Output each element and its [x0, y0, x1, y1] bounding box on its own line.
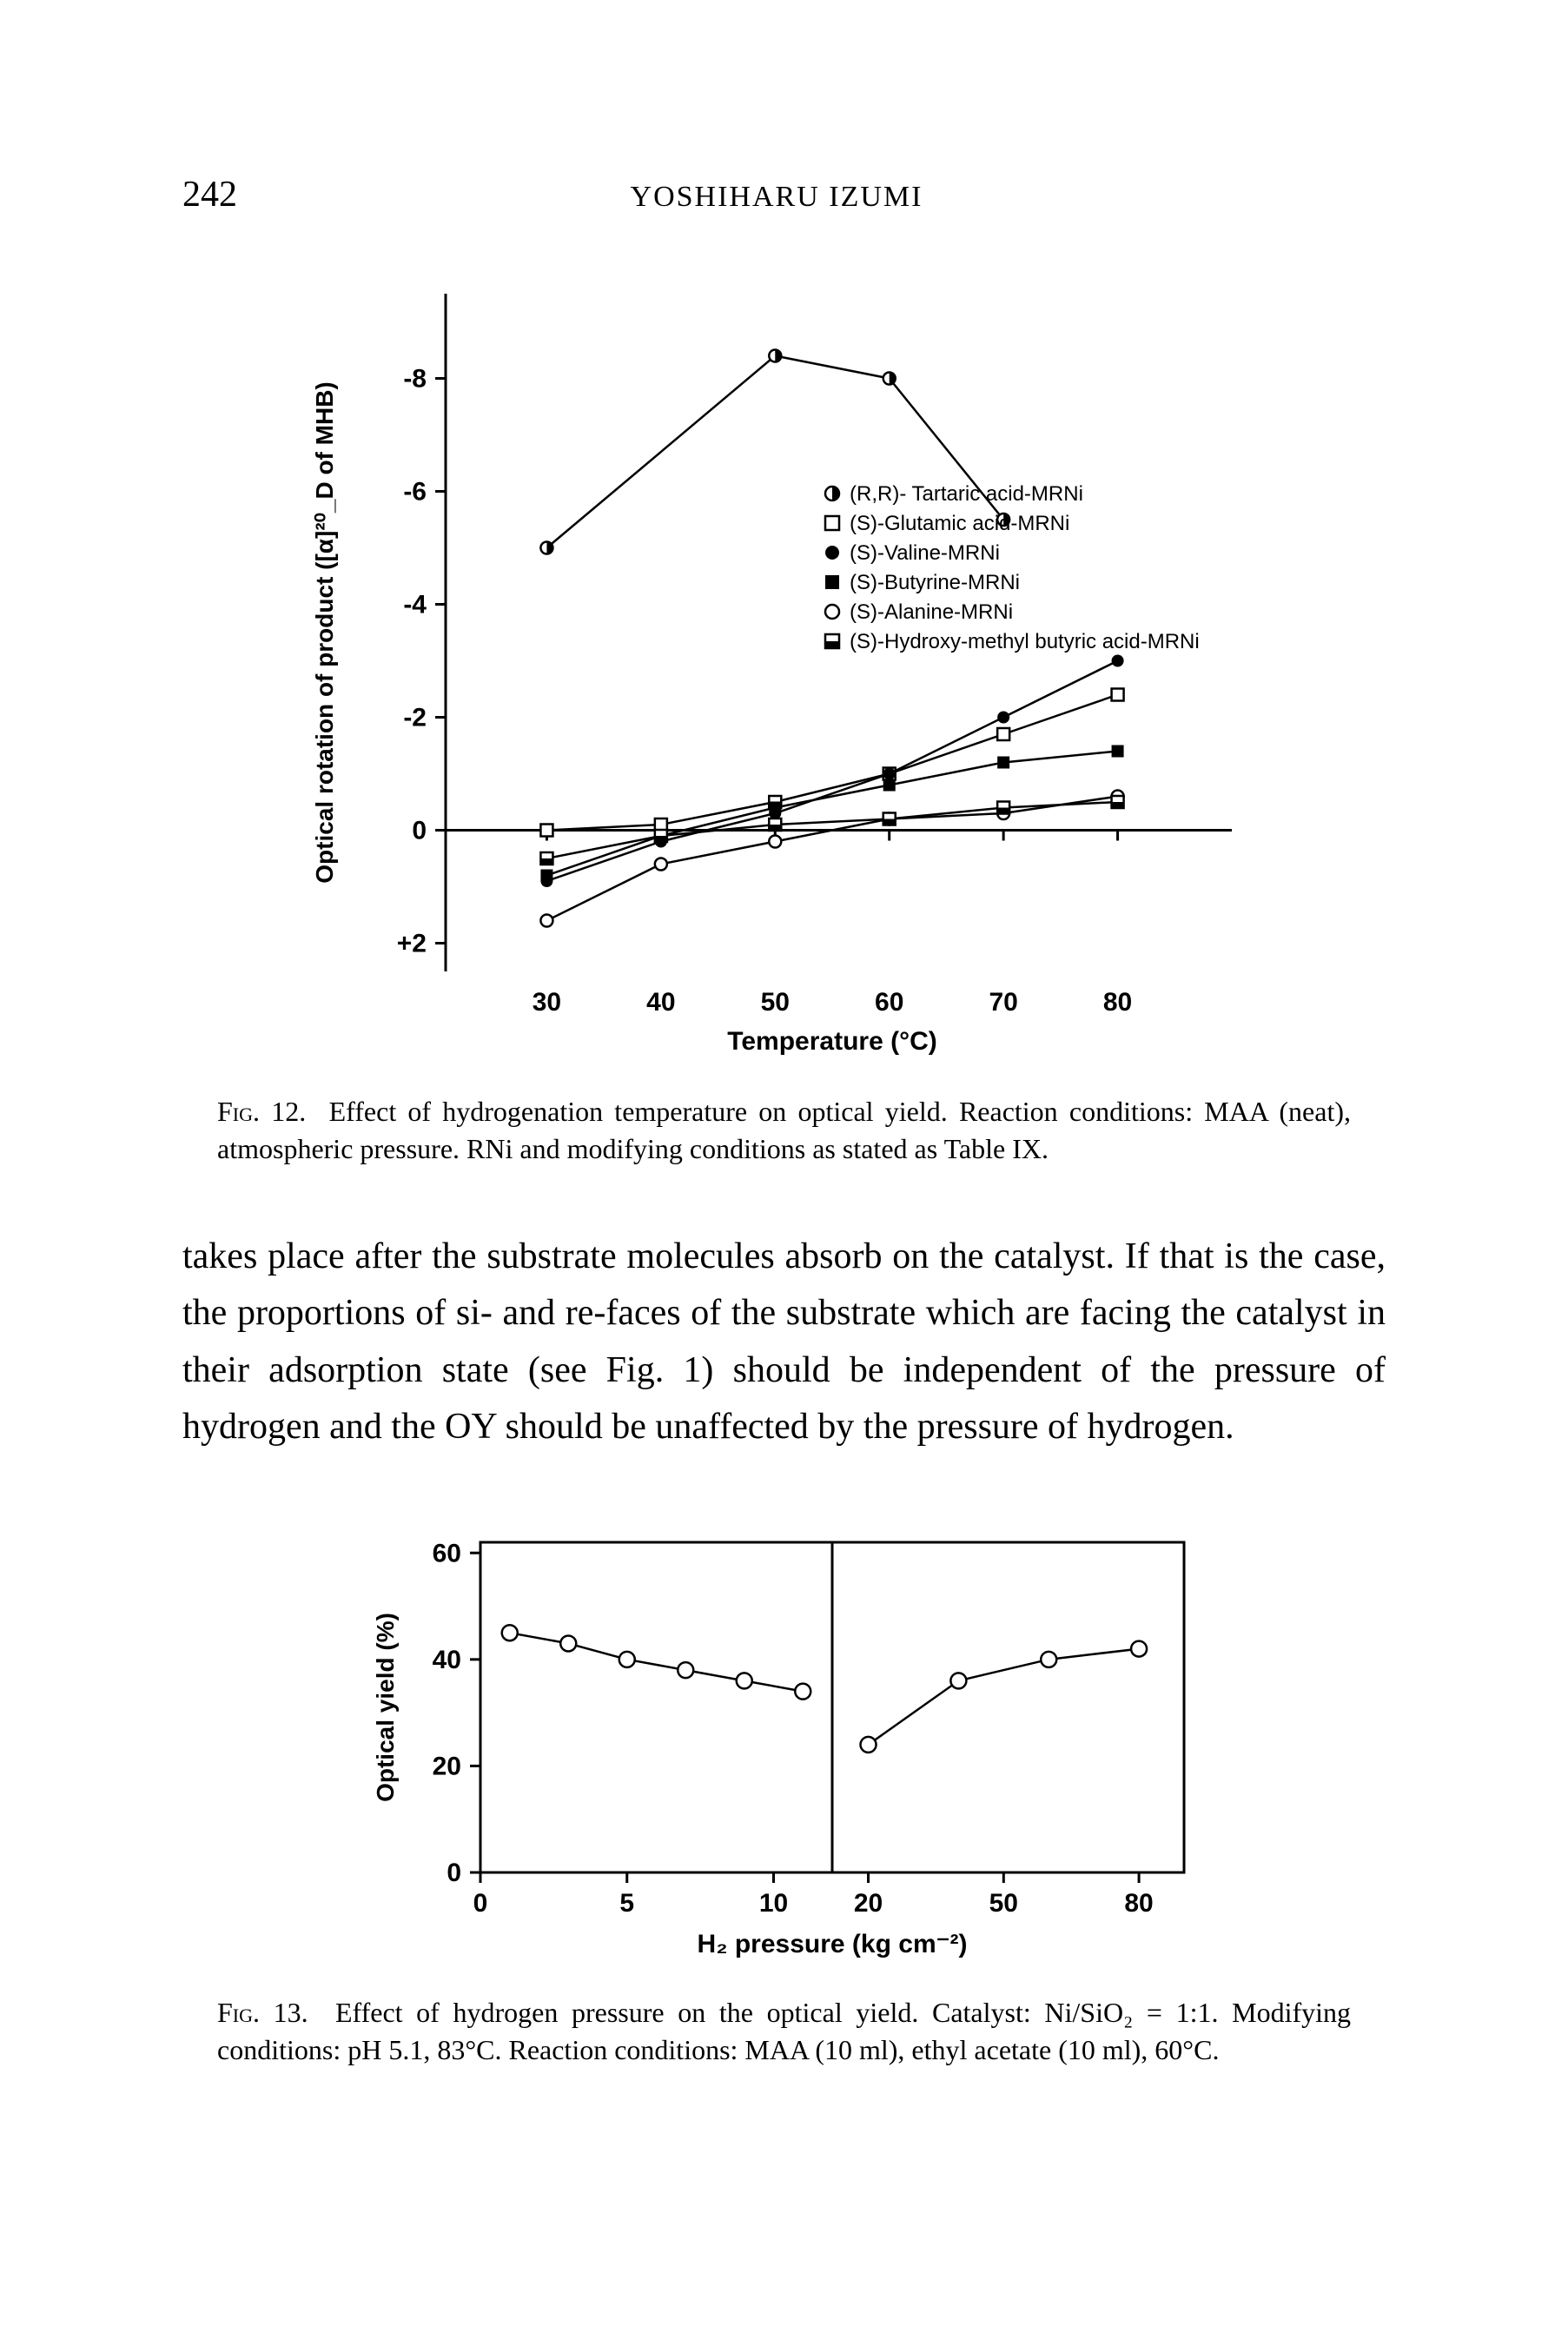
- svg-text:60: 60: [432, 1539, 460, 1567]
- svg-text:20: 20: [432, 1752, 460, 1780]
- svg-text:40: 40: [646, 988, 675, 1017]
- page-header: 242 YOSHIHARU IZUMI: [182, 174, 1386, 215]
- svg-text:Optical rotation of product ([: Optical rotation of product ([α]²⁰_D of …: [311, 381, 338, 883]
- body-paragraph: takes place after the substrate molecule…: [182, 1229, 1386, 1455]
- figure-13-caption-label: Fig. 13.: [217, 1997, 308, 2028]
- figure-13-caption: Fig. 13. Effect of hydrogen pressure on …: [217, 1994, 1351, 2069]
- svg-text:80: 80: [1102, 988, 1131, 1017]
- svg-text:H₂ pressure (kg cm⁻²): H₂ pressure (kg cm⁻²): [697, 1930, 967, 1958]
- figure-12-chart: -8 -6 -4 -2 0 +2 30 40 50 60 70 80 Optical rotation …: [285, 268, 1284, 1067]
- svg-text:-6: -6: [403, 478, 427, 507]
- svg-text:10: 10: [758, 1889, 787, 1918]
- svg-text:(R,R)- Tartaric acid-MRNi: (R,R)- Tartaric acid-MRNi: [850, 482, 1083, 506]
- svg-text:Optical yield (%): Optical yield (%): [372, 1613, 399, 1802]
- svg-text:(S)-Glutamic acid-MRNi: (S)-Glutamic acid-MRNi: [850, 512, 1069, 535]
- svg-text:60: 60: [875, 988, 903, 1017]
- figure-13-chart: 0 20 40 60 0 5 10 20 50 80 Optical yield (%) H₂ pre…: [350, 1516, 1219, 1968]
- svg-text:(S)-Valine-MRNi: (S)-Valine-MRNi: [850, 541, 1000, 565]
- svg-text:Temperature (°C): Temperature (°C): [727, 1027, 936, 1056]
- svg-text:50: 50: [989, 1889, 1017, 1918]
- svg-text:70: 70: [989, 988, 1017, 1017]
- svg-text:0: 0: [447, 1859, 461, 1887]
- figure-12: -8 -6 -4 -2 0 +2 30 40 50 60 70 80 Optical rotation …: [182, 268, 1386, 1168]
- svg-text:+2: +2: [396, 930, 426, 958]
- figure-12-caption: Fig. 12. Effect of hydrogenation tempera…: [217, 1093, 1351, 1168]
- svg-text:40: 40: [432, 1646, 460, 1674]
- svg-text:0: 0: [473, 1889, 487, 1918]
- running-head: YOSHIHARU IZUMI: [237, 181, 1316, 214]
- svg-text:(S)-Butyrine-MRNi: (S)-Butyrine-MRNi: [850, 571, 1020, 594]
- svg-text:5: 5: [619, 1889, 634, 1918]
- page: 242 YOSHIHARU IZUMI -8-6-4-20+2304050607…: [0, 0, 1568, 2346]
- figure-13: 0 20 40 60 0 5 10 20 50 80 Optical yield (%) H₂ pre…: [182, 1516, 1386, 2069]
- svg-text:(S)-Hydroxy-methyl butyric aci: (S)-Hydroxy-methyl butyric acid-MRNi: [850, 630, 1200, 653]
- svg-text:-2: -2: [403, 704, 427, 732]
- svg-text:(S)-Alanine-MRNi: (S)-Alanine-MRNi: [850, 600, 1013, 624]
- svg-text:80: 80: [1124, 1889, 1153, 1918]
- figure-12-caption-text: Effect of hydrogenation temperature on o…: [217, 1096, 1351, 1164]
- svg-text:-4: -4: [403, 591, 427, 620]
- svg-text:0: 0: [412, 817, 427, 845]
- page-number: 242: [182, 174, 237, 215]
- figure-13-caption-text: Effect of hydrogen pressure on the optic…: [217, 1997, 1351, 2065]
- svg-text:-8: -8: [403, 365, 427, 394]
- figure-12-caption-label: Fig. 12.: [217, 1096, 306, 1127]
- svg-text:30: 30: [532, 988, 560, 1017]
- svg-text:50: 50: [760, 988, 789, 1017]
- svg-text:20: 20: [853, 1889, 882, 1918]
